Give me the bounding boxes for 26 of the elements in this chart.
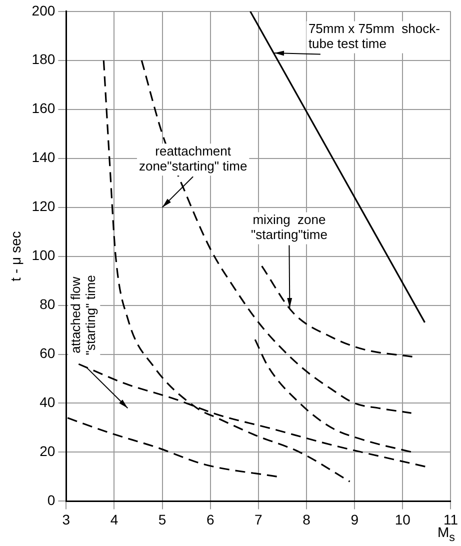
annotation: reattachment zone"starting" time [138, 144, 248, 174]
x-tick-label: 6 [206, 511, 214, 528]
x-tick-label: 5 [158, 511, 166, 528]
y-tick-label: 0 [47, 492, 56, 508]
annotation: 75mm x 75mm shock- tube test time [308, 21, 440, 52]
y-tick-label: 60 [40, 345, 56, 362]
y-tick-label: 120 [32, 198, 56, 214]
y-tick-label: 200 [32, 2, 56, 18]
annotation: attached flow "starting" time [68, 275, 98, 356]
x-tick-label: 7 [254, 511, 263, 528]
y-tick-label: 140 [32, 149, 56, 166]
line-series [140, 60, 412, 414]
y-tick-label: 160 [32, 100, 56, 116]
y-tick-label: 20 [40, 443, 56, 460]
x-tick-label: 10 [394, 511, 411, 528]
x-tick-label: 3 [62, 511, 70, 528]
y-axis-title: t - μ sec [7, 231, 24, 282]
y-tick-label: 100 [32, 247, 56, 264]
y-tick-label: 40 [40, 394, 56, 410]
x-tick-label: 4 [110, 511, 118, 528]
annotation: mixing zone "starting"time [251, 212, 328, 242]
x-tick-label: 9 [350, 511, 359, 528]
y-tick-label: 80 [40, 296, 56, 312]
x-tick-label: 8 [302, 511, 311, 528]
y-tick-label: 180 [32, 51, 56, 68]
line-series [254, 338, 414, 454]
